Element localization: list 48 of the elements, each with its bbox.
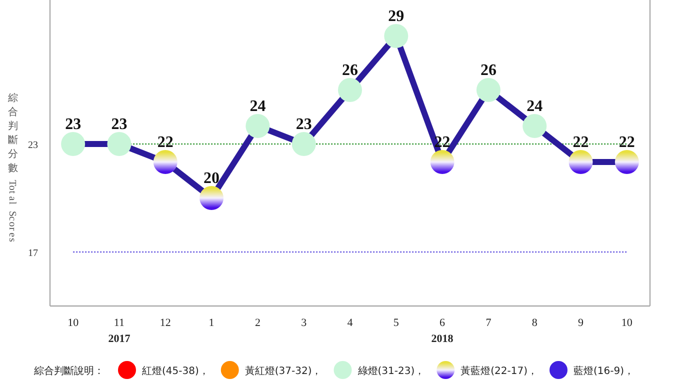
data-label: 20	[204, 170, 220, 187]
text: 2017	[108, 333, 131, 345]
x-tick-label: 8	[532, 317, 538, 329]
text: 2018	[431, 333, 454, 345]
x-tick-label: 6	[440, 317, 446, 329]
data-label: 26	[342, 62, 358, 79]
x-tick-label: 10	[621, 317, 633, 329]
x-tick-label: 4	[347, 317, 354, 329]
legend-label: 紅燈(45-38)，	[142, 365, 209, 377]
data-label: 22	[572, 134, 589, 151]
point	[430, 150, 454, 174]
legend-label: 綠燈(31-23)，	[356, 365, 425, 377]
x-tick-label: 1	[208, 317, 214, 329]
point	[338, 78, 362, 102]
data-label: 22	[618, 134, 635, 151]
x-tick-label: 10	[68, 317, 80, 329]
x-tick-label: 7	[486, 317, 492, 329]
x-tick-label: 3	[301, 317, 308, 329]
data-label: 24	[250, 98, 266, 115]
data-label: 23	[296, 116, 312, 133]
x-tick-label: 5	[393, 317, 400, 329]
legend-label: 藍燈(16-9)，	[574, 365, 634, 377]
data-label: 23	[65, 116, 82, 133]
x-tick-label: 2	[254, 317, 260, 329]
data-label: 23	[111, 116, 128, 133]
data-label: 22	[157, 134, 174, 151]
point	[476, 78, 500, 102]
legend-label: 黃藍燈(22-17)，	[460, 365, 538, 377]
point	[568, 150, 593, 174]
point	[614, 150, 639, 174]
point	[246, 114, 270, 138]
data-label: 29	[388, 8, 404, 25]
point	[153, 150, 178, 174]
data-label: 24	[526, 98, 543, 115]
point	[200, 186, 224, 210]
data-label: 26	[480, 62, 496, 79]
point	[384, 24, 408, 48]
x-tick-label: 12	[160, 317, 171, 329]
point	[292, 132, 316, 156]
x-tick-label: 11	[114, 317, 125, 329]
legend-label: 黃紅燈(37-32)，	[244, 365, 322, 377]
x-tick-label: 9	[578, 317, 584, 329]
legend-title: 綜合判斷說明：	[33, 365, 104, 377]
point	[61, 132, 86, 156]
point	[522, 114, 547, 138]
y-axis-title: 綜合判斷分數 Total Scores	[6, 93, 18, 242]
y-tick-label: 17	[28, 248, 38, 259]
point	[107, 132, 132, 156]
